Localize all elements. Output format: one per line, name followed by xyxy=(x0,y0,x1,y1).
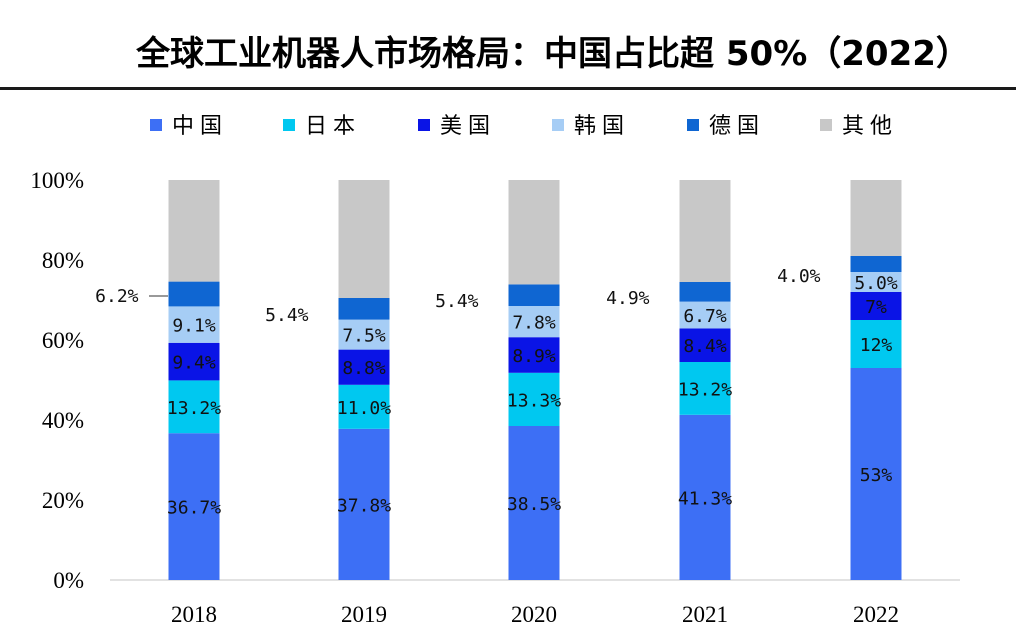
bar-segment-韩国 xyxy=(508,306,560,338)
data-label: 12% xyxy=(860,335,893,356)
x-tick-label: 2021 xyxy=(682,602,728,627)
legend-swatch-日本 xyxy=(283,119,295,131)
data-label: 6.7% xyxy=(683,306,727,327)
bar-segment-日本 xyxy=(338,384,390,429)
bar-segment-中国 xyxy=(508,426,560,580)
title-underline xyxy=(0,87,1016,90)
data-label: 7.5% xyxy=(342,326,386,347)
data-label: 4.9% xyxy=(606,288,650,309)
bar-segment-其他 xyxy=(850,180,902,256)
bar-segment-其他 xyxy=(508,180,560,285)
data-label: 5.4% xyxy=(265,305,309,326)
bar-segment-日本 xyxy=(508,372,560,426)
data-label: 53% xyxy=(860,465,893,486)
bar-segment-日本 xyxy=(168,380,220,434)
bar-segment-其他 xyxy=(168,180,220,282)
y-tick-label: 40% xyxy=(42,408,84,433)
data-label: 5.4% xyxy=(435,291,479,312)
bar-segment-其他 xyxy=(338,180,390,298)
y-tick-label: 60% xyxy=(42,328,84,353)
bar-segment-德国 xyxy=(850,256,902,272)
data-label: 13.2% xyxy=(167,398,221,419)
bar-segment-美国 xyxy=(168,342,220,381)
y-tick-label: 80% xyxy=(42,248,84,273)
bar-segment-德国 xyxy=(168,281,220,307)
bar-segment-中国 xyxy=(168,433,220,580)
data-label: 4.0% xyxy=(777,266,821,287)
x-tick-label: 2018 xyxy=(171,602,217,627)
data-label: 36.7% xyxy=(167,498,221,519)
legend-label: 美国 xyxy=(440,114,496,139)
x-tick-label: 2022 xyxy=(853,602,899,627)
bar-segment-韩国 xyxy=(850,272,902,292)
data-label: 11.0% xyxy=(337,398,391,419)
x-tick-label: 2020 xyxy=(511,602,557,627)
legend-label: 日本 xyxy=(305,114,361,139)
data-label: 7.8% xyxy=(512,313,556,334)
bar-segment-美国 xyxy=(508,337,560,373)
legend-label: 其他 xyxy=(842,114,898,139)
legend-swatch-德国 xyxy=(687,119,699,131)
y-tick-label: 100% xyxy=(30,168,84,193)
data-label: 8.8% xyxy=(342,358,386,379)
bar-segment-美国 xyxy=(679,328,731,362)
data-label: 13.2% xyxy=(678,379,732,400)
x-tick-label: 2019 xyxy=(341,602,387,627)
bar-segment-德国 xyxy=(679,282,731,302)
legend-label: 韩国 xyxy=(574,114,630,139)
data-label: 38.5% xyxy=(507,494,561,515)
bar-segment-德国 xyxy=(508,284,560,306)
bar-segment-中国 xyxy=(850,368,902,580)
legend-label: 德国 xyxy=(709,114,765,139)
data-label: 8.9% xyxy=(512,346,556,367)
bar-segment-中国 xyxy=(679,414,731,580)
bar-segment-日本 xyxy=(850,320,902,368)
bar-segment-韩国 xyxy=(168,306,220,343)
data-label: 5.0% xyxy=(854,273,898,294)
chart-title: 全球工业机器人市场格局：中国占比超 50%（2022） xyxy=(136,34,970,74)
data-label: 13.3% xyxy=(507,390,561,411)
data-label: 9.1% xyxy=(172,316,216,337)
bar-segment-韩国 xyxy=(679,301,731,329)
bar-segment-美国 xyxy=(338,349,390,385)
bar-segment-日本 xyxy=(679,362,731,415)
bar-segment-韩国 xyxy=(338,319,390,350)
bar-segment-美国 xyxy=(850,292,902,320)
legend-label: 中国 xyxy=(172,114,228,139)
legend-swatch-韩国 xyxy=(552,119,564,131)
bar-segment-其他 xyxy=(679,180,731,282)
y-tick-label: 0% xyxy=(53,568,84,593)
legend-swatch-美国 xyxy=(418,119,430,131)
data-label: 9.4% xyxy=(172,353,216,374)
data-label: 8.4% xyxy=(683,336,727,357)
data-label: 6.2% xyxy=(95,286,139,307)
y-tick-label: 20% xyxy=(42,488,84,513)
legend-swatch-其他 xyxy=(820,119,832,131)
data-label: 37.8% xyxy=(337,495,391,516)
bar-segment-德国 xyxy=(338,298,390,320)
legend-swatch-中国 xyxy=(150,119,162,131)
data-label: 7% xyxy=(865,297,887,318)
data-label: 41.3% xyxy=(678,488,732,509)
bar-segment-中国 xyxy=(338,428,390,580)
